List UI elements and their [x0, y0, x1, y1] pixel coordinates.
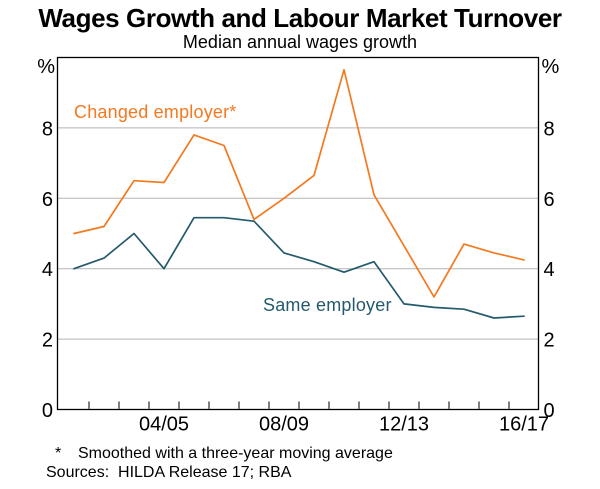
y-axis-label-left-8: 8	[42, 118, 53, 140]
x-axis-label-04-05: 04/05	[139, 414, 189, 436]
footnote: * Smoothed with a three-year moving avera…	[55, 445, 393, 463]
footnote-text: Smoothed with a three-year moving averag…	[78, 445, 393, 462]
x-axis-label-16-17: 16/17	[499, 414, 549, 436]
chart-title: Wages Growth and Labour Market Turnover	[38, 3, 562, 33]
y-axis-label-right-6: 6	[544, 189, 555, 211]
y-axis-unit-left: %	[37, 56, 55, 78]
series-line-same-employer	[73, 216, 525, 319]
y-axis-unit-right: %	[542, 56, 560, 78]
series-label-same-employer: Same employer	[263, 295, 392, 315]
y-axis-label-left-6: 6	[42, 189, 53, 211]
x-axis-label-12-13: 12/13	[379, 414, 429, 436]
y-axis-label-left-0: 0	[42, 400, 53, 422]
chart-subtitle: Median annual wages growth	[182, 32, 418, 52]
series-label-changed-employer: Changed employer*	[74, 102, 237, 122]
series-line-changed-employer	[73, 68, 525, 298]
footnote-marker: *	[55, 445, 62, 462]
sources-line: Sources: HILDA Release 17; RBA	[46, 464, 292, 481]
plot-frame	[56, 56, 540, 411]
y-axis-label-right-8: 8	[544, 118, 555, 140]
y-axis-label-left-2: 2	[42, 330, 53, 352]
x-axis-label-08-09: 08/09	[259, 414, 309, 436]
y-axis-label-left-4: 4	[42, 259, 53, 281]
y-axis-label-right-0: 0	[544, 400, 555, 422]
y-axis-label-right-2: 2	[544, 330, 555, 352]
y-axis-label-right-4: 4	[544, 259, 555, 281]
